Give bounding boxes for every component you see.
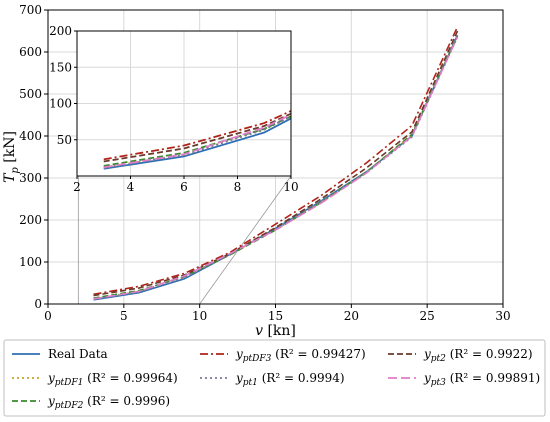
series-line-y-pt3: [93, 36, 459, 300]
legend-label: yptDF2 (R² = 0.9996): [47, 394, 170, 411]
legend-item-y-ptdf1: yptDF1 (R² = 0.99964): [12, 371, 178, 388]
inset-series-line-y-ptdf3: [103, 110, 292, 161]
x-tick-label: 15: [268, 309, 283, 323]
inset-x-tick-label: 10: [283, 180, 298, 194]
y-tick-label: 300: [19, 171, 42, 185]
zoom-connector: [77, 175, 292, 305]
zoom-line: [199, 175, 292, 305]
x-tick-label: 10: [192, 309, 207, 323]
inset-y-tick-label: 100: [49, 97, 72, 111]
y-tick-label: 100: [19, 255, 42, 269]
legend: Real Data yptDF1 (R² = 0.99964) yptDF2 (R²…: [3, 339, 546, 417]
inset-x-tick-label: 6: [180, 180, 188, 194]
x-tick-label: 5: [120, 309, 128, 323]
inset-y-tick-label: 200: [49, 24, 72, 38]
inset-series-line-y-pt2: [103, 112, 292, 163]
series-line-y-pt2: [93, 30, 459, 297]
legend-item-y-ptdf3: yptDF3 (R² = 0.99427): [200, 347, 366, 364]
x-tick-label: 30: [495, 309, 510, 323]
inset-y-tick-label: 150: [49, 60, 72, 74]
x-tick-label: 20: [344, 309, 359, 323]
main-series: [93, 26, 459, 301]
series-line-y-ptdf3: [93, 26, 459, 296]
inset-series-line-real data: [103, 117, 292, 170]
x-tick-label: 25: [420, 309, 435, 323]
inset-series-line-y-pt3: [103, 113, 292, 169]
y-tick-label: 200: [19, 213, 42, 227]
inset-x-tick-label: 2: [73, 180, 81, 194]
axis-labels: v [kn] Tp [kN]: [2, 131, 296, 339]
y-axis-label: Tp [kN]: [2, 131, 21, 183]
y-tick-label: 0: [34, 297, 42, 311]
x-tick-label: 0: [44, 309, 52, 323]
inset-x-tick-label: 4: [127, 180, 135, 194]
inset-y-tick-label: 50: [57, 133, 72, 147]
inset-x-tick-label: 8: [234, 180, 242, 194]
legend-label: ypt3 (R² = 0.99891): [423, 371, 540, 388]
legend-item-real data: Real Data: [12, 347, 108, 361]
legend-item-y-pt2: ypt2 (R² = 0.9922): [388, 347, 533, 364]
legend-item-y-ptdf2: yptDF2 (R² = 0.9996): [12, 394, 170, 411]
y-tick-label: 600: [19, 45, 42, 59]
inset-series: [103, 110, 292, 170]
x-axis-label: v [kn]: [255, 323, 296, 339]
legend-label: Real Data: [48, 347, 108, 361]
inset-ticks: 2 4 6 8 10 50 100 150 200: [49, 24, 299, 194]
series-line-y-ptdf2: [93, 35, 459, 299]
legend-item-y-pt1: ypt1 (R² = 0.9994): [200, 371, 345, 388]
y-tick-label: 500: [19, 87, 42, 101]
legend-label: yptDF3 (R² = 0.99427): [235, 347, 366, 364]
legend-item-y-pt3: ypt3 (R² = 0.99891): [388, 371, 540, 388]
y-tick-label: 700: [19, 3, 42, 17]
legend-label: ypt1 (R² = 0.9994): [235, 371, 345, 388]
legend-label: yptDF1 (R² = 0.99964): [47, 371, 178, 388]
legend-label: ypt2 (R² = 0.9922): [423, 347, 533, 364]
legend-box: [3, 339, 546, 417]
inset-plot: 2 4 6 8 10 50 100 150 200: [49, 24, 299, 194]
inset-series-line-y-ptdf2: [103, 115, 292, 167]
y-tick-label: 400: [19, 129, 42, 143]
